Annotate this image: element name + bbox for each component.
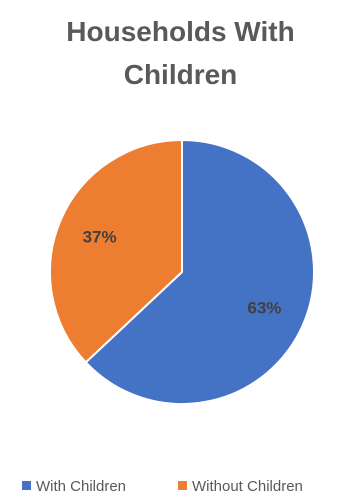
legend-item-without-children: Without Children <box>178 476 303 498</box>
data-label-with-children: 63% <box>247 299 281 318</box>
legend-swatch-without-children <box>178 481 187 490</box>
chart-title-line-1: Households With <box>66 16 295 47</box>
chart-title-line-2: Children <box>123 59 238 90</box>
data-label-without-children: 37% <box>83 227 117 246</box>
chart-title: Households With Children <box>0 10 361 96</box>
pie-slice-with-children <box>84 138 315 405</box>
legend-item-with-children: With Children <box>22 476 126 498</box>
legend-swatch-with-children <box>22 481 31 490</box>
pie-slice-without-children <box>49 138 183 364</box>
legend-label-without-children: Without Children <box>192 478 303 495</box>
legend-label-with-children: With Children <box>36 478 127 495</box>
chart-legend: With Children Without Children <box>0 476 361 498</box>
